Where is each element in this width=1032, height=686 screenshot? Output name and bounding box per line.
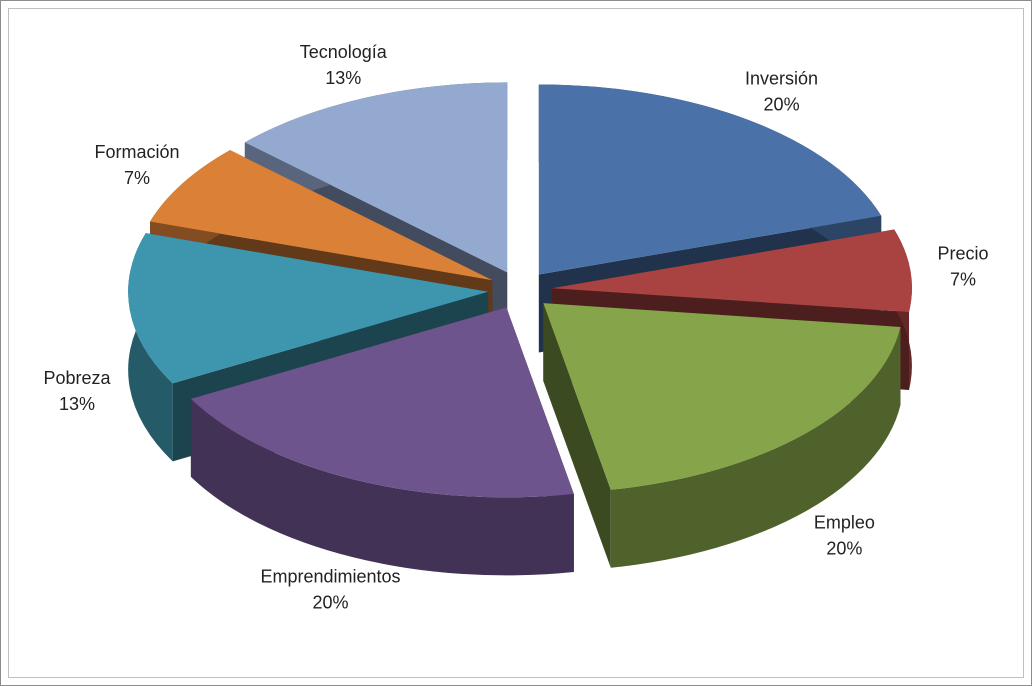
slice-label: Emprendimientos: [260, 566, 400, 586]
slice: [543, 303, 901, 490]
slice-value-label: 20%: [826, 538, 862, 558]
slice-label: Precio: [938, 244, 989, 264]
slice-label: Pobreza: [43, 368, 111, 388]
slice-label: Inversión: [745, 69, 818, 89]
slice-value-label: 13%: [325, 68, 361, 88]
slice-side: [190, 398, 574, 576]
slice-value-label: 7%: [124, 168, 150, 188]
slice-label: Formación: [94, 142, 179, 162]
slice: [543, 303, 901, 568]
slice-label: Empleo: [814, 512, 875, 532]
slice: [244, 82, 508, 273]
slice-value-label: 7%: [950, 270, 976, 290]
slice-side: [610, 326, 901, 568]
slice: [190, 307, 574, 576]
slice-label: Tecnología: [300, 42, 388, 62]
slice-side: [543, 303, 611, 568]
slice-value-label: 13%: [59, 394, 95, 414]
slice-value-label: 20%: [764, 95, 800, 115]
plot-frame: [8, 8, 1024, 678]
slice: [538, 84, 882, 275]
slice-value-label: 20%: [313, 592, 349, 612]
slice: [551, 229, 912, 313]
slice: [190, 307, 574, 498]
slice: [150, 150, 493, 281]
slice: [128, 233, 489, 384]
